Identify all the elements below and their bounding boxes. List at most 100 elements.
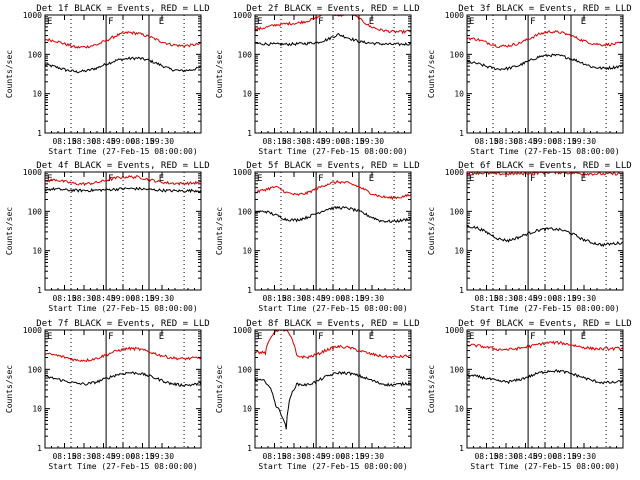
x-axis-label: Start Time (27-Feb-15 08:00:00) — [470, 462, 619, 471]
y-tick-label: 1000 — [445, 11, 464, 20]
marker-letter: E — [47, 174, 52, 184]
x-tick-label: 08:15 — [130, 137, 154, 146]
panel-title: Det 8f BLACK = Events, RED = LLD — [246, 319, 419, 329]
marker-letter: E — [469, 17, 474, 27]
y-axis-label: Counts/sec — [427, 50, 436, 98]
y-tick-label: 1 — [459, 129, 464, 138]
marker-letter: E — [369, 17, 374, 27]
y-axis-label: Counts/sec — [5, 365, 14, 413]
x-axis-label: Start Time (27-Feb-15 08:00:00) — [48, 462, 197, 471]
y-tick-label: 10 — [454, 90, 464, 99]
x-tick-label: 09:00 — [533, 452, 557, 461]
x-tick-label: 08:30 — [494, 137, 518, 146]
x-tick-label: 09:00 — [321, 452, 345, 461]
y-tick-label: 100 — [450, 365, 465, 374]
x-tick-label: 08:15 — [552, 452, 576, 461]
y-tick-label: 1 — [37, 286, 42, 295]
x-axis-label: Start Time (27-Feb-15 08:00:00) — [48, 304, 197, 313]
panel-det-1: Det 1f BLACK = Events, RED = LLD E F E 1 10 10… — [5, 4, 210, 156]
y-tick-label: 100 — [450, 50, 465, 59]
x-tick-label: 09:30 — [360, 294, 384, 303]
panel-det-5: Det 5f BLACK = Events, RED = LLD E F E 1 10 10… — [215, 161, 420, 313]
marker-letter: E — [581, 332, 586, 342]
x-tick-label: 08:45 — [513, 294, 537, 303]
y-tick-label: 10 — [32, 90, 42, 99]
x-tick-label: 09:30 — [360, 452, 384, 461]
x-axis-label: Start Time (27-Feb-15 08:00:00) — [48, 147, 197, 156]
y-axis-label: Counts/sec — [5, 50, 14, 98]
x-tick-label: 09:30 — [150, 294, 174, 303]
marker-letter: F — [108, 332, 113, 342]
x-tick-label: 08:30 — [72, 137, 96, 146]
y-tick-label: 1 — [247, 286, 252, 295]
y-tick-label: 1 — [459, 286, 464, 295]
marker-letter: E — [159, 17, 164, 27]
x-tick-label: 08:15 — [52, 452, 76, 461]
marker-letter: E — [581, 174, 586, 184]
marker-letter: F — [530, 174, 535, 184]
panel-det-3: Det 3f BLACK = Events, RED = LLD E F E 1 10 10… — [427, 4, 632, 156]
x-tick-label: 08:30 — [282, 452, 306, 461]
marker-letter: F — [530, 332, 535, 342]
x-tick-label: 08:45 — [301, 137, 325, 146]
y-axis-label: Counts/sec — [215, 365, 224, 413]
y-tick-label: 100 — [238, 365, 253, 374]
events-series-line — [466, 53, 624, 71]
marker-letter: E — [47, 17, 52, 27]
x-axis-label: Start Time (27-Feb-15 08:00:00) — [258, 147, 407, 156]
panel-title: Det 1f BLACK = Events, RED = LLD — [36, 4, 209, 14]
marker-letter: E — [257, 174, 262, 184]
x-tick-label: 08:15 — [474, 137, 498, 146]
marker-letter: E — [369, 332, 374, 342]
y-tick-label: 100 — [450, 207, 465, 216]
x-axis-label: Start Time (27-Feb-15 08:00:00) — [470, 304, 619, 313]
x-tick-label: 08:30 — [72, 294, 96, 303]
x-axis-label: Start Time (27-Feb-15 08:00:00) — [258, 304, 407, 313]
x-tick-label: 09:00 — [321, 294, 345, 303]
y-tick-label: 1 — [37, 129, 42, 138]
x-tick-label: 08:45 — [301, 452, 325, 461]
x-tick-label: 09:00 — [111, 137, 135, 146]
lld-series-line — [44, 346, 202, 363]
y-tick-label: 1000 — [23, 326, 42, 335]
x-tick-label: 08:15 — [474, 294, 498, 303]
marker-letter: F — [318, 17, 323, 27]
panel-title: Det 9f BLACK = Events, RED = LLD — [458, 319, 631, 329]
y-tick-label: 1000 — [233, 168, 252, 177]
panel-det-8: Det 8f BLACK = Events, RED = LLD E F E 1 10 10… — [215, 319, 420, 471]
x-tick-label: 09:30 — [572, 294, 596, 303]
x-tick-label: 08:15 — [262, 294, 286, 303]
x-tick-label: 08:30 — [282, 294, 306, 303]
y-tick-label: 1 — [247, 444, 252, 453]
marker-letter: F — [318, 332, 323, 342]
y-tick-label: 10 — [242, 90, 252, 99]
panel-det-9: Det 9f BLACK = Events, RED = LLD E F E 1 10 10… — [427, 319, 632, 471]
x-tick-label: 08:30 — [282, 137, 306, 146]
marker-letter: E — [159, 174, 164, 184]
x-tick-label: 09:00 — [111, 452, 135, 461]
x-axis-label: Start Time (27-Feb-15 08:00:00) — [470, 147, 619, 156]
x-tick-label: 08:15 — [552, 137, 576, 146]
events-series-line — [44, 56, 202, 74]
y-tick-label: 1000 — [23, 11, 42, 20]
lld-series-line — [254, 179, 412, 201]
x-tick-label: 08:15 — [474, 452, 498, 461]
x-tick-label: 08:15 — [52, 294, 76, 303]
x-tick-label: 08:45 — [513, 452, 537, 461]
x-tick-label: 08:30 — [72, 452, 96, 461]
x-tick-label: 08:45 — [91, 294, 115, 303]
panel-title: Det 6f BLACK = Events, RED = LLD — [458, 161, 631, 171]
x-tick-label: 08:15 — [130, 294, 154, 303]
x-tick-label: 08:15 — [130, 452, 154, 461]
y-tick-label: 10 — [242, 247, 252, 256]
x-tick-label: 08:45 — [513, 137, 537, 146]
y-tick-label: 10 — [454, 405, 464, 414]
x-tick-label: 08:30 — [494, 294, 518, 303]
y-tick-label: 1000 — [445, 326, 464, 335]
x-tick-label: 09:30 — [360, 137, 384, 146]
x-tick-label: 08:45 — [91, 137, 115, 146]
x-tick-label: 09:30 — [572, 452, 596, 461]
x-tick-label: 09:30 — [150, 137, 174, 146]
panel-det-7: Det 7f BLACK = Events, RED = LLD E F E 1 10 10… — [5, 319, 210, 471]
